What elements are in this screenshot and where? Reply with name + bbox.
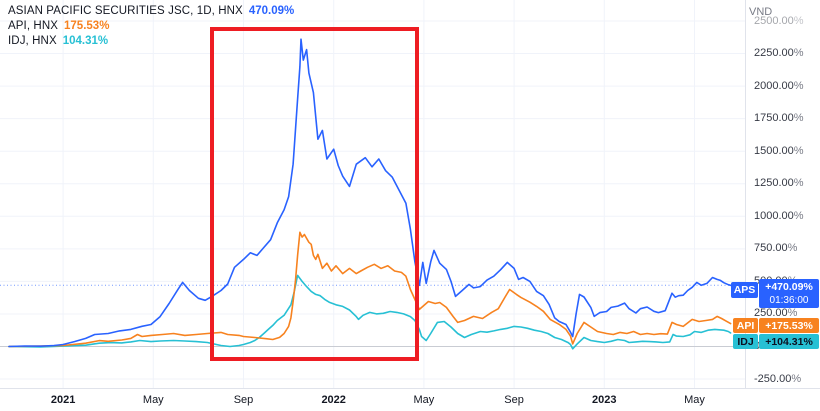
main-symbol-change: 470.09%	[248, 5, 295, 17]
percent-suffix: %	[787, 307, 798, 320]
price-chart-svg[interactable]	[0, 0, 745, 388]
time-axis[interactable]: 2021 May Sep 2022 May Sep 2023 May	[0, 388, 820, 411]
price-axis-label: 1500.00%	[754, 144, 804, 157]
api-series-line[interactable]	[8, 231, 732, 348]
percent-suffix: %	[793, 47, 804, 60]
percent-suffix: %	[793, 177, 804, 190]
api-symbol-change: 175.53%	[64, 20, 110, 32]
api-ticker-text: API	[736, 319, 755, 332]
main-symbol-title: ASIAN PACIFIC SECURITIES JSC, 1D, HNX	[8, 5, 243, 17]
time-axis-label: May	[413, 394, 435, 406]
time-axis-label: May	[142, 394, 164, 406]
currency-label: VND	[749, 6, 773, 18]
percent-suffix: %	[791, 372, 802, 385]
aps-ticker-badge: APS	[731, 282, 758, 298]
highlight-rectangle-annotation[interactable]	[209, 26, 419, 361]
idj-change-value: +104.31%	[765, 335, 813, 348]
price-axis-label: 1750.00%	[754, 112, 804, 125]
price-axis-label: 1000.00%	[754, 209, 804, 222]
api-price-label: +175.53%	[759, 318, 819, 333]
legend-row-api[interactable]: API, HNX 175.53%	[8, 20, 294, 32]
legend-row-main[interactable]: ASIAN PACIFIC SECURITIES JSC, 1D, HNX 470…	[8, 5, 294, 17]
legend: ASIAN PACIFIC SECURITIES JSC, 1D, HNX 470…	[8, 5, 294, 50]
aps-countdown-timer: 01:36:00	[769, 294, 809, 306]
idj-ticker-text: IDJ	[737, 335, 754, 348]
time-axis-label: Sep	[233, 394, 254, 406]
percent-suffix: %	[793, 79, 804, 92]
time-axis-label: 2022	[321, 394, 346, 406]
idj-price-label: +104.31%	[759, 334, 819, 349]
price-chart-pane[interactable]	[0, 0, 745, 388]
legend-row-idj[interactable]: IDJ, HNX 104.31%	[8, 35, 294, 47]
price-axis-label: 2250.00%	[754, 47, 804, 60]
aps-series-line[interactable]	[8, 38, 732, 348]
price-axis-label: -250.00%	[754, 372, 802, 385]
idj-symbol-title: IDJ, HNX	[8, 35, 57, 47]
percent-suffix: %	[793, 112, 804, 125]
api-ticker-badge: API	[733, 318, 758, 333]
idj-ticker-badge: IDJ	[733, 334, 758, 349]
aps-price-label: +470.09% 01:36:00	[759, 279, 819, 308]
price-axis-label: 1250.00%	[754, 177, 804, 190]
percent-suffix: %	[793, 144, 804, 157]
api-symbol-title: API, HNX	[8, 20, 59, 32]
time-axis-label: May	[684, 394, 705, 406]
price-axis-label: 250.00%	[754, 307, 798, 320]
time-axis-label: 2023	[592, 394, 617, 406]
idj-symbol-change: 104.31%	[62, 35, 109, 47]
aps-ticker-text: APS	[733, 284, 756, 296]
percent-suffix: %	[787, 242, 798, 255]
price-axis-label: 2500.00%	[754, 14, 804, 27]
idj-series-line[interactable]	[8, 274, 732, 350]
percent-suffix: %	[793, 209, 804, 222]
time-axis-label: Sep	[504, 394, 524, 406]
price-axis-label: 2000.00%	[754, 79, 804, 92]
api-change-value: +175.53%	[765, 319, 813, 332]
time-axis-label: 2021	[50, 394, 76, 406]
price-axis-label: 750.00%	[754, 242, 798, 255]
percent-suffix: %	[793, 14, 804, 27]
aps-change-value: +470.09%	[765, 280, 813, 293]
price-axis[interactable]: 2500.00% 2250.00% 2000.00% 1750.00% 1500.00%…	[745, 0, 820, 411]
